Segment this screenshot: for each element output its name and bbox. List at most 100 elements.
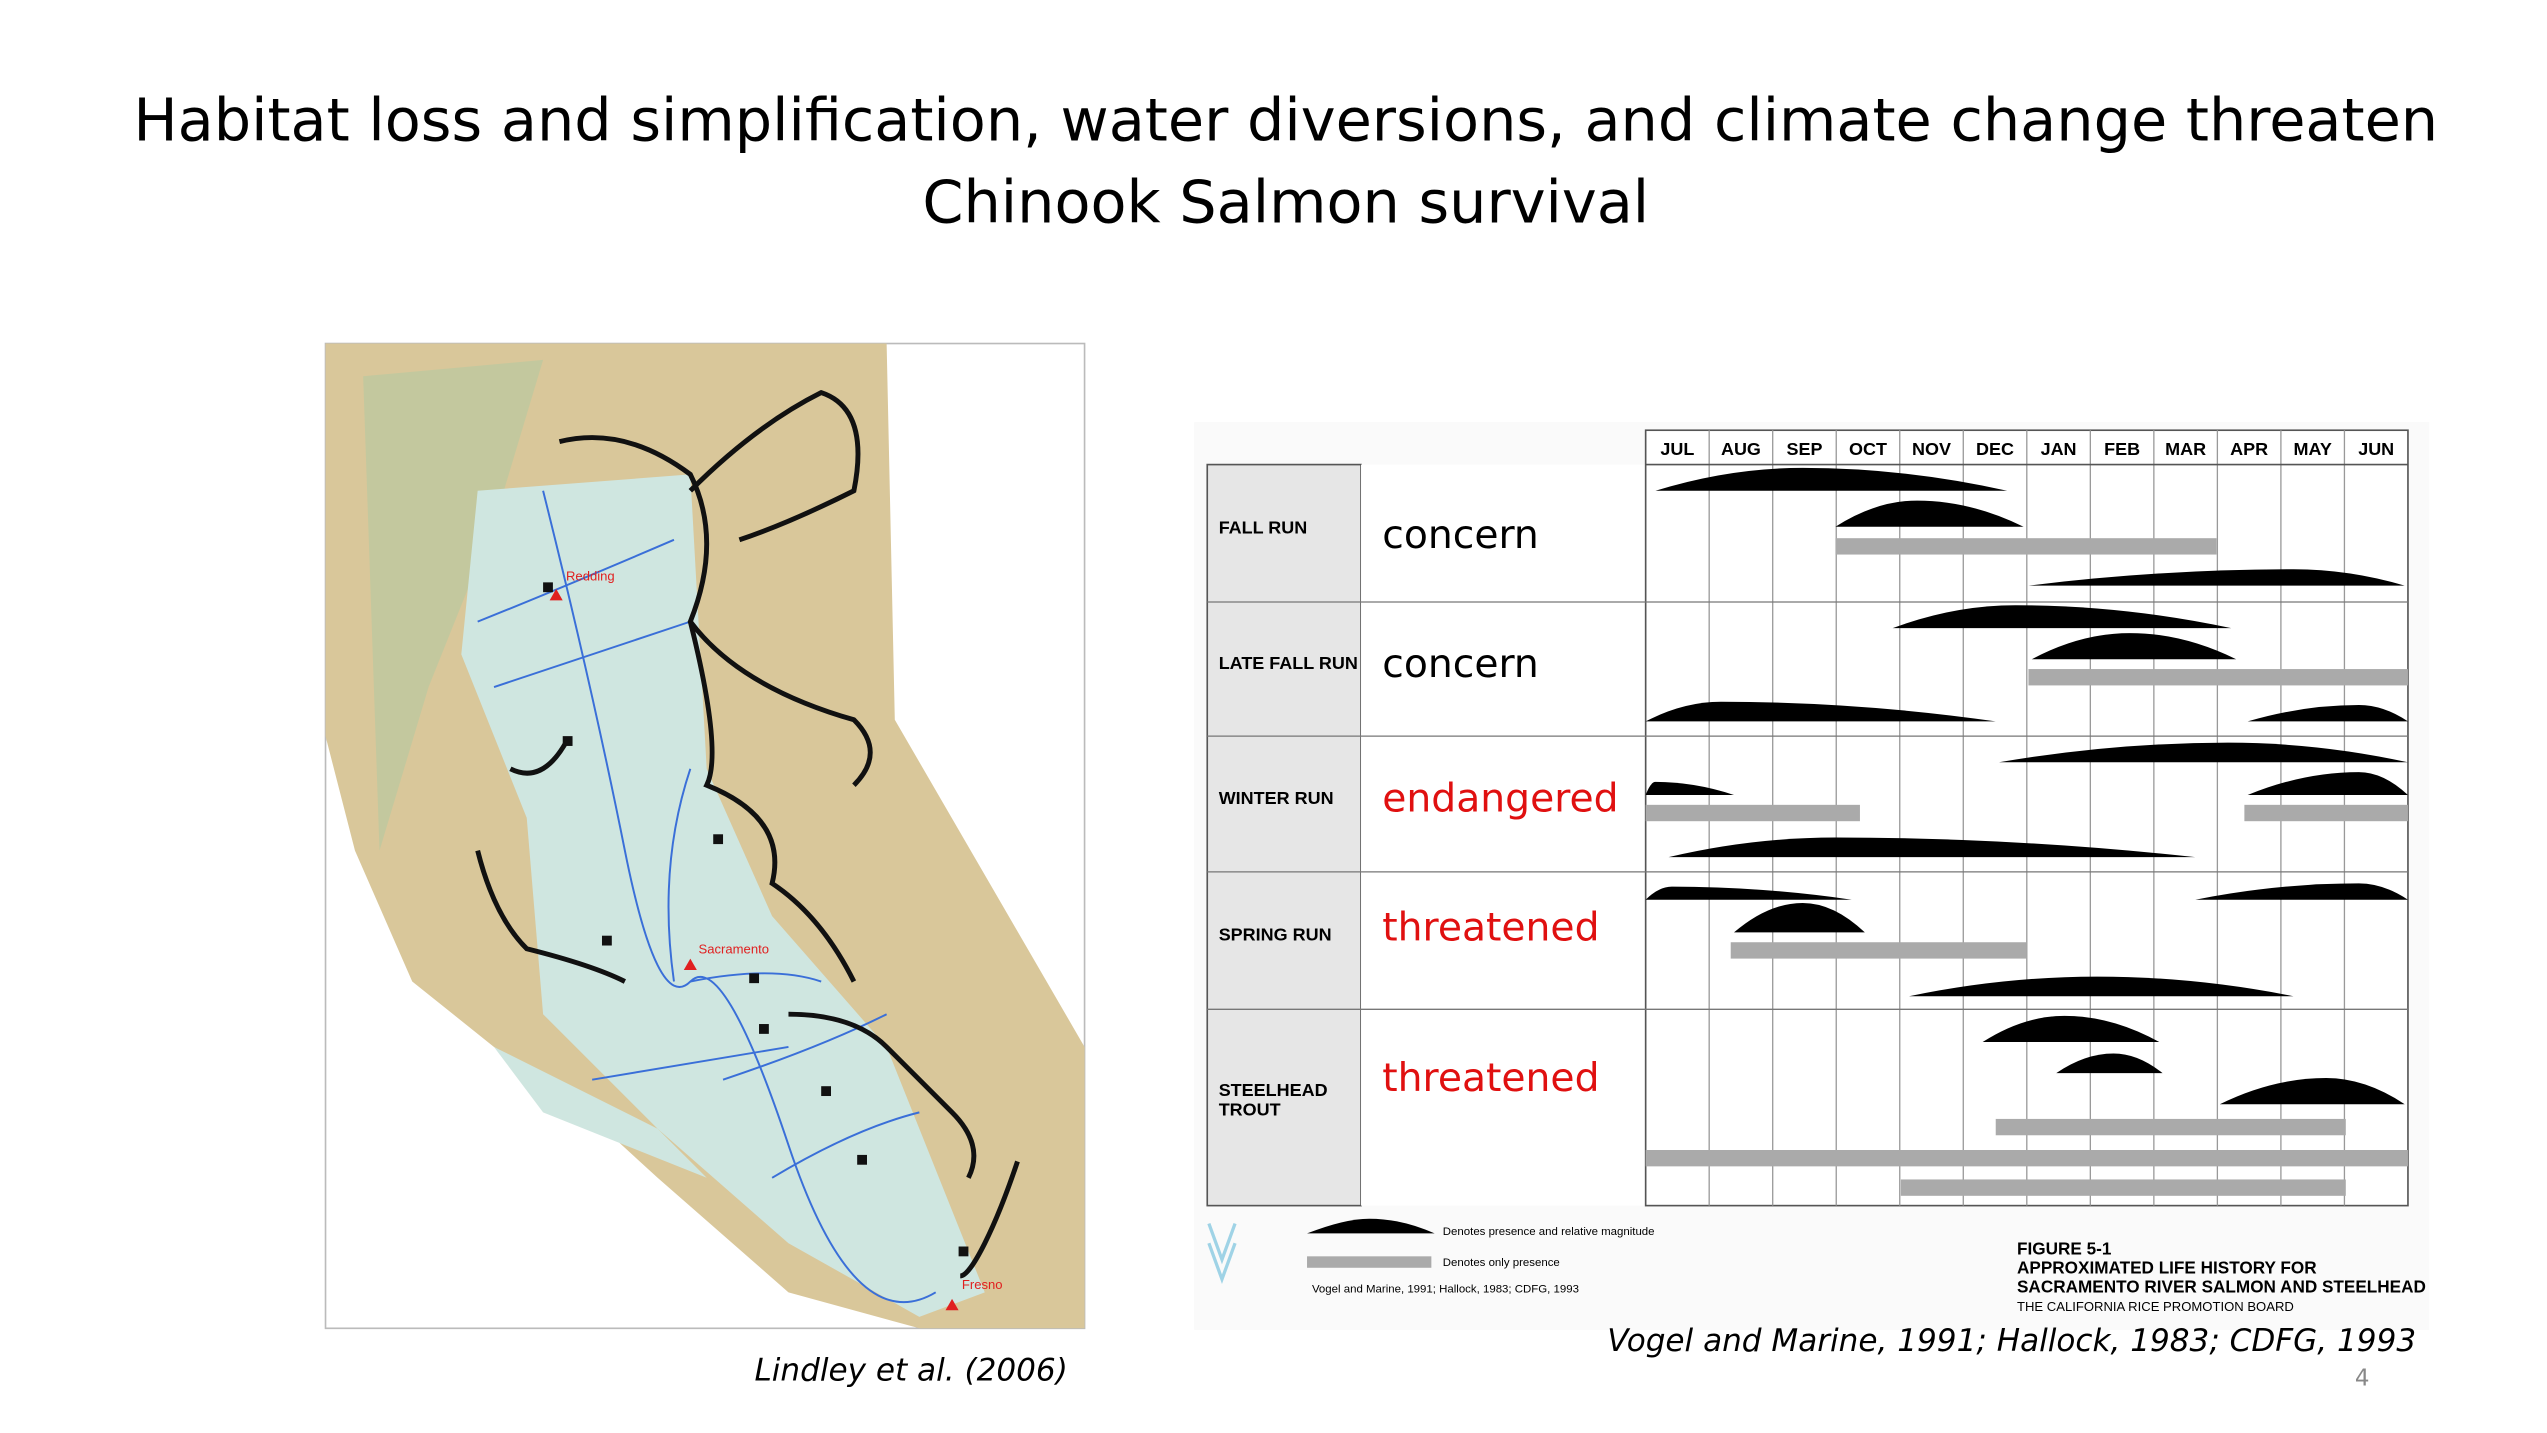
terrain	[363, 359, 544, 851]
legend-label: Denotes presence and relative magnitude	[1443, 1226, 1655, 1238]
presence-magnitude	[1835, 500, 2024, 527]
presence-only	[1835, 538, 2217, 555]
presence-only	[2244, 804, 2408, 822]
title: Chinook Salmon survival	[922, 167, 1649, 236]
run-status: concern	[1382, 642, 1539, 687]
title: Habitat loss and simplification, water d…	[133, 86, 2438, 155]
presence-magnitude	[2247, 772, 2408, 796]
tributary	[509, 738, 570, 776]
presence-only	[2028, 669, 2408, 686]
river	[690, 972, 822, 983]
month-label: JAN	[2041, 439, 2077, 459]
figure-caption-line: THE CALIFORNIA RICE PROMOTION BOARD	[2017, 1299, 2294, 1314]
month-label: FEB	[2104, 439, 2140, 459]
run-status: endangered	[1382, 776, 1618, 821]
month-label: APR	[2230, 439, 2268, 459]
label-column	[1206, 463, 1362, 1207]
valley	[461, 474, 985, 1317]
river	[493, 620, 691, 688]
presence-magnitude	[1909, 976, 2294, 997]
dam	[562, 736, 573, 746]
legend-swatch	[1307, 1218, 1435, 1234]
month-label: AUG	[1721, 439, 1761, 459]
chart-source: Vogel and Marine, 1991; Hallock, 1983; C…	[1312, 1283, 1579, 1295]
river	[592, 1045, 789, 1081]
presence-only	[1995, 1118, 2346, 1136]
tributary	[959, 1160, 1020, 1279]
city-marker	[683, 958, 697, 971]
presence-magnitude	[2031, 633, 2237, 660]
presence-magnitude	[1645, 781, 1734, 796]
presence-magnitude	[1982, 1015, 2160, 1043]
dam	[749, 973, 760, 984]
presence-magnitude	[1645, 701, 1996, 722]
month-label: DEC	[1976, 439, 2014, 459]
run-status: threatened	[1382, 906, 1599, 951]
river	[771, 1111, 920, 1179]
presence-magnitude	[2028, 569, 2405, 586]
dam	[759, 1024, 769, 1034]
presence-magnitude	[2195, 883, 2408, 900]
city-label: Redding	[566, 569, 615, 584]
figure-caption-line: SACRAMENTO RIVER SALMON AND STEELHEAD	[2017, 1276, 2426, 1296]
city-marker	[945, 1298, 959, 1311]
figure-caption-line: APPROXIMATED LIFE HISTORY FOR	[2017, 1258, 2317, 1278]
presence-magnitude	[1668, 837, 2196, 858]
presence-magnitude	[2219, 1078, 2405, 1105]
page-number: 4	[2355, 1366, 2370, 1392]
presence-magnitude	[1892, 605, 2232, 629]
tributary	[688, 389, 861, 543]
run-label: FALL RUN	[1219, 517, 1308, 537]
map: Redding Sacramento Fresno	[324, 342, 1086, 1330]
map-caption: Lindley et al. (2006)	[754, 1353, 1067, 1389]
dam	[857, 1154, 867, 1165]
status-column	[1361, 464, 1646, 1206]
life-history-chart: JUL AUG SEP OCT NOV DEC JAN FEB MAR APR MAY JUN FALL…	[1194, 422, 2430, 1330]
month-label: MAY	[2294, 439, 2332, 459]
bay	[494, 1046, 707, 1178]
run-status: threatened	[1382, 1056, 1599, 1101]
month-label: SEP	[1786, 439, 1822, 459]
dam	[601, 935, 612, 946]
river	[477, 538, 675, 623]
legend-swatch	[1307, 1256, 1432, 1268]
tributary	[687, 621, 857, 983]
presence-only	[1730, 942, 2027, 959]
dam	[958, 1246, 969, 1257]
tributary	[475, 850, 626, 984]
tributary	[558, 435, 873, 787]
run-label: TROUT	[1219, 1100, 1281, 1120]
presence-only	[1900, 1179, 2346, 1196]
river	[667, 768, 692, 982]
month-label: JUL	[1660, 439, 1694, 459]
run-label: SPRING RUN	[1219, 925, 1332, 945]
presence-only	[1645, 804, 1860, 822]
tributary	[788, 1011, 977, 1179]
dam	[821, 1086, 832, 1097]
presence-magnitude	[2247, 705, 2408, 722]
river	[722, 1013, 888, 1081]
presence-magnitude	[1733, 902, 1865, 933]
run-label: LATE FALL RUN	[1219, 653, 1358, 673]
citation: Vogel and Marine, 1991; Hallock, 1983; C…	[1607, 1323, 2416, 1359]
legend-label: Denotes only presence	[1443, 1257, 1560, 1269]
presence-magnitude	[2056, 1053, 2163, 1074]
rivers	[477, 490, 937, 1303]
presence-magnitude	[1645, 886, 1852, 900]
presence-magnitude	[1655, 467, 2008, 491]
dams	[543, 582, 969, 1257]
month-label: MAR	[2165, 439, 2206, 459]
dam	[543, 582, 553, 593]
tributaries	[475, 389, 1020, 1279]
month-label: NOV	[1912, 439, 1951, 459]
presence-only	[1645, 1149, 2408, 1167]
presence-magnitude	[1998, 742, 2408, 763]
dam	[713, 834, 724, 845]
month-label: JUN	[2358, 439, 2394, 459]
run-label: WINTER RUN	[1219, 788, 1334, 808]
month-label: OCT	[1849, 439, 1887, 459]
